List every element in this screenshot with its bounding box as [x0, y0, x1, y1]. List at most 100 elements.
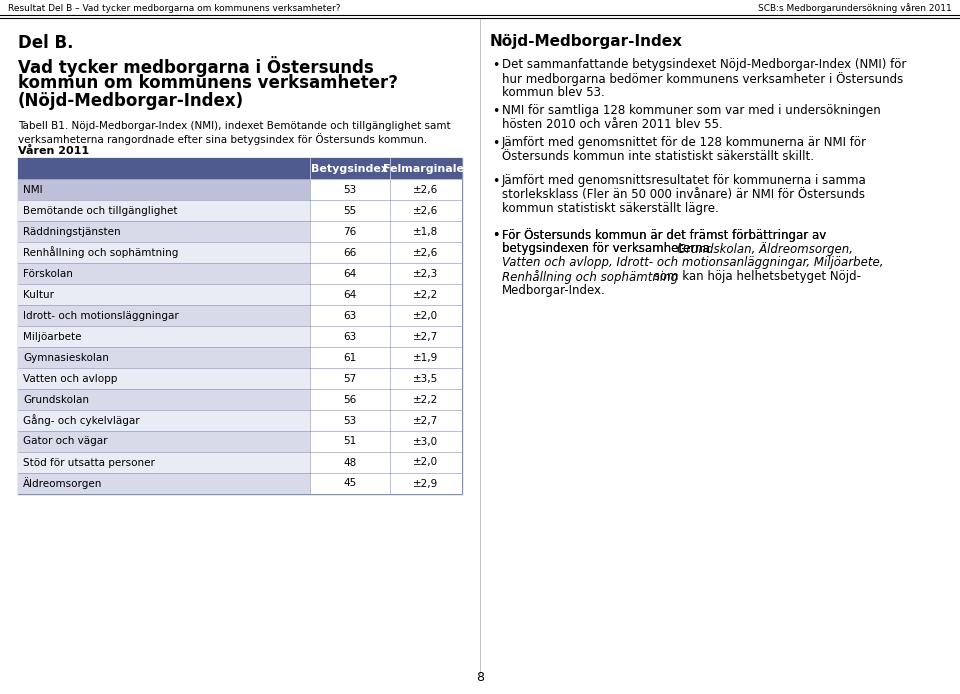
Bar [18, 326, 310, 347]
Bar [18, 368, 310, 389]
Bar [390, 347, 462, 368]
Bar [310, 221, 390, 242]
Bar [390, 242, 462, 263]
Bar [310, 263, 390, 284]
Text: 48: 48 [344, 457, 356, 468]
Text: 8: 8 [476, 671, 484, 684]
Bar [310, 431, 390, 452]
Bar [390, 284, 462, 305]
Text: Grundskolan: Grundskolan [23, 394, 89, 405]
Text: 61: 61 [344, 353, 356, 362]
Text: betygsindexen för verksamheterna: betygsindexen för verksamheterna [502, 242, 713, 255]
Text: ±2,0: ±2,0 [414, 310, 439, 321]
Bar [310, 284, 390, 305]
Bar [18, 179, 310, 200]
Text: verksamheterna rangordnade efter sina betygsindex för Östersunds kommun.: verksamheterna rangordnade efter sina be… [18, 133, 427, 145]
Text: Räddningstjänsten: Räddningstjänsten [23, 226, 121, 237]
Text: Gång- och cykelvlägar: Gång- och cykelvlägar [23, 414, 139, 426]
Text: Felmarginaler: Felmarginaler [383, 164, 469, 174]
Bar [18, 242, 310, 263]
Text: Östersunds kommun inte statistiskt säkerställt skillt.: Östersunds kommun inte statistiskt säker… [502, 150, 814, 163]
Bar [310, 410, 390, 431]
Text: •: • [492, 229, 499, 242]
Text: •: • [492, 175, 499, 188]
Text: kommun statistiskt säkerställt lägre.: kommun statistiskt säkerställt lägre. [502, 202, 719, 215]
Bar [310, 389, 390, 410]
Text: Renhållning och sophämtning: Renhållning och sophämtning [502, 270, 678, 284]
Bar [18, 284, 310, 305]
Text: NMI för samtliga 128 kommuner som var med i undersökningen: NMI för samtliga 128 kommuner som var me… [502, 104, 880, 117]
Bar [390, 263, 462, 284]
Text: Kultur: Kultur [23, 289, 54, 300]
Text: ±2,6: ±2,6 [414, 185, 439, 194]
Bar [390, 326, 462, 347]
Text: ±2,2: ±2,2 [414, 289, 439, 300]
Bar [390, 431, 462, 452]
Text: 53: 53 [344, 185, 356, 194]
Text: Tabell B1. Nöjd-Medborgar-Index (NMI), indexet Bemötande och tillgänglighet samt: Tabell B1. Nöjd-Medborgar-Index (NMI), i… [18, 121, 450, 131]
Text: 56: 56 [344, 394, 356, 405]
Bar [310, 452, 390, 473]
Bar [310, 473, 390, 494]
Bar [390, 410, 462, 431]
Text: Jämfört med genomsnittsresultatet för kommunerna i samma: Jämfört med genomsnittsresultatet för ko… [502, 174, 867, 187]
Bar [18, 473, 310, 494]
Bar [310, 200, 390, 221]
Text: (Nöjd-Medborgar-Index): (Nöjd-Medborgar-Index) [18, 92, 244, 110]
Text: ±2,7: ±2,7 [414, 332, 439, 341]
Bar [310, 305, 390, 326]
Text: 64: 64 [344, 269, 356, 278]
Bar [18, 347, 310, 368]
Bar [18, 263, 310, 284]
Bar [18, 452, 310, 473]
Text: ±3,0: ±3,0 [414, 437, 439, 446]
Bar [390, 305, 462, 326]
Bar [390, 473, 462, 494]
Text: hur medborgarna bedömer kommunens verksamheter i Östersunds: hur medborgarna bedömer kommunens verksa… [502, 72, 903, 86]
Text: Bemötande och tillgänglighet: Bemötande och tillgänglighet [23, 205, 178, 216]
Text: ±1,9: ±1,9 [414, 353, 439, 362]
Bar [390, 452, 462, 473]
Text: Miljöarbete: Miljöarbete [23, 332, 82, 341]
Bar [310, 347, 390, 368]
Text: För Östersunds kommun är det främst förbättringar av: För Östersunds kommun är det främst förb… [502, 228, 827, 242]
Text: Förskolan: Förskolan [23, 269, 73, 278]
Text: Jämfört med genomsnittet för de 128 kommunerna är NMI för: Jämfört med genomsnittet för de 128 komm… [502, 136, 867, 149]
Text: 53: 53 [344, 416, 356, 425]
Text: Vatten och avlopp, Idrott- och motionsanläggningar, Miljöarbete,: Vatten och avlopp, Idrott- och motionsan… [502, 256, 883, 269]
Text: ±2,6: ±2,6 [414, 248, 439, 257]
Text: ±2,3: ±2,3 [414, 269, 439, 278]
Bar [390, 179, 462, 200]
Bar [390, 389, 462, 410]
Text: •: • [492, 105, 499, 118]
Text: 63: 63 [344, 310, 356, 321]
Text: Äldreomsorgen: Äldreomsorgen [23, 477, 103, 489]
Bar [310, 242, 390, 263]
Text: ±2,7: ±2,7 [414, 416, 439, 425]
Text: ±2,6: ±2,6 [414, 205, 439, 216]
Bar [310, 368, 390, 389]
Text: NMI: NMI [23, 185, 42, 194]
Text: kommun om kommunens verksamheter?: kommun om kommunens verksamheter? [18, 74, 398, 92]
Text: 45: 45 [344, 478, 356, 489]
Text: betygsindexen för verksamheterna: betygsindexen för verksamheterna [502, 242, 713, 255]
Bar [390, 221, 462, 242]
Bar [390, 368, 462, 389]
Text: 55: 55 [344, 205, 356, 216]
Bar [18, 305, 310, 326]
Text: Nöjd-Medborgar-Index: Nöjd-Medborgar-Index [490, 34, 683, 49]
Bar [18, 158, 462, 494]
Bar [390, 200, 462, 221]
Text: För Östersunds kommun är det främst förbättringar av: För Östersunds kommun är det främst förb… [502, 228, 827, 242]
Text: 76: 76 [344, 226, 356, 237]
Text: Gator och vägar: Gator och vägar [23, 437, 108, 446]
Text: 51: 51 [344, 437, 356, 446]
Text: 66: 66 [344, 248, 356, 257]
Text: ±2,9: ±2,9 [414, 478, 439, 489]
Text: Grundskolan, Äldreomsorgen,: Grundskolan, Äldreomsorgen, [677, 242, 853, 256]
Text: Det sammanfattande betygsindexet Nöjd-Medborgar-Index (NMI) för: Det sammanfattande betygsindexet Nöjd-Me… [502, 58, 906, 71]
Text: ±3,5: ±3,5 [414, 373, 439, 384]
Bar [18, 389, 310, 410]
Text: ±2,0: ±2,0 [414, 457, 439, 468]
Text: Vad tycker medborgarna i Östersunds: Vad tycker medborgarna i Östersunds [18, 56, 373, 77]
